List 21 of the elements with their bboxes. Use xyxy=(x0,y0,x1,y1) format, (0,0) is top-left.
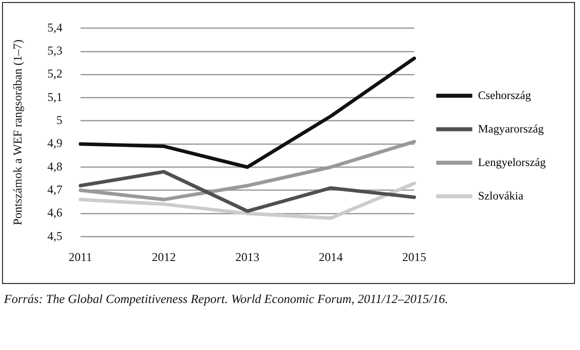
y-tick-label: 4,5 xyxy=(47,228,62,243)
y-axis-title: Pontszámok a WEF rangsorában (1–7) xyxy=(10,40,24,226)
y-tick-label: 5 xyxy=(56,112,62,127)
text: Forrás: The Global Competitiveness Report. World Economic Forum, 2011/12–2015/16. xyxy=(4,292,448,307)
x-tick-label: 2014 xyxy=(318,250,343,264)
y-tick-label: 4,7 xyxy=(47,182,62,196)
y-tick-label: 4,6 xyxy=(47,206,62,220)
y-tick-label: 4,9 xyxy=(47,136,62,150)
x-tick-label: 2011 xyxy=(68,250,92,264)
y-tick-label: 5,2 xyxy=(47,66,62,81)
legend-label: Csehország xyxy=(478,90,532,102)
y-tick-label: 5,4 xyxy=(47,20,62,34)
legend-label: Lengyelország xyxy=(478,156,546,169)
y-tick-label: 5,3 xyxy=(47,44,62,58)
x-tick-label: 2012 xyxy=(152,250,176,264)
y-tick-label: 4,8 xyxy=(47,159,62,174)
legend-label: Szlovákia xyxy=(478,190,524,202)
legend-label: Magyarország xyxy=(478,123,544,136)
x-tick-label: 2015 xyxy=(402,250,426,264)
y-tick-label: 5,1 xyxy=(47,90,62,104)
x-tick-label: 2013 xyxy=(235,250,260,264)
